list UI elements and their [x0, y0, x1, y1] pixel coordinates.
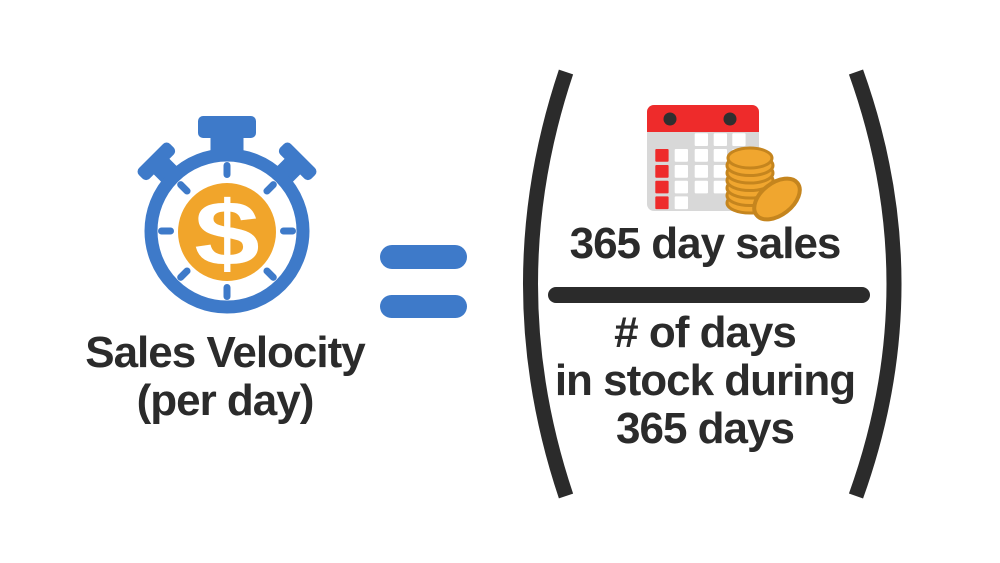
denominator-line3: 365 days — [616, 404, 795, 453]
numerator-text: 365 day sales — [569, 219, 842, 268]
equals-sign — [380, 245, 467, 318]
dollar-circle — [178, 183, 276, 281]
equals-bottom-bar — [380, 295, 467, 318]
calendar-with-coins-icon — [647, 105, 802, 222]
calendar-ring-hole-left — [663, 112, 677, 126]
calendar-header — [647, 105, 759, 132]
sales-velocity-label-line1: Sales Velocity — [85, 328, 366, 377]
denominator-line1: # of days — [614, 308, 797, 357]
equals-top-bar — [380, 245, 467, 269]
fraction-bar — [548, 287, 870, 303]
calendar-ring-hole-right — [723, 112, 737, 126]
tilted-coin — [752, 176, 802, 222]
stopwatch-dollar-icon: $ — [137, 116, 317, 314]
sales-velocity-label: Sales Velocity (per day) — [25, 329, 425, 425]
denominator-text: # of days in stock during 365 days — [505, 309, 905, 453]
coin-stack — [725, 146, 775, 215]
left-parenthesis — [523, 69, 574, 499]
denominator-line2: in stock during — [554, 356, 856, 405]
stopwatch-tick-marks — [158, 162, 296, 300]
sales-velocity-label-line2: (per day) — [136, 376, 315, 425]
dollar-sign-glyph: $ — [194, 182, 259, 285]
right-parenthesis — [848, 69, 902, 499]
